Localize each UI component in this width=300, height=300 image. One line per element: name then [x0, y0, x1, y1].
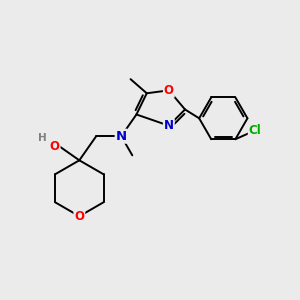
Text: H: H [38, 133, 46, 143]
Text: Cl: Cl [249, 124, 262, 137]
Text: O: O [164, 84, 174, 97]
Text: O: O [50, 140, 60, 153]
Text: O: O [74, 210, 84, 223]
Text: N: N [116, 130, 127, 143]
Text: N: N [164, 119, 174, 132]
